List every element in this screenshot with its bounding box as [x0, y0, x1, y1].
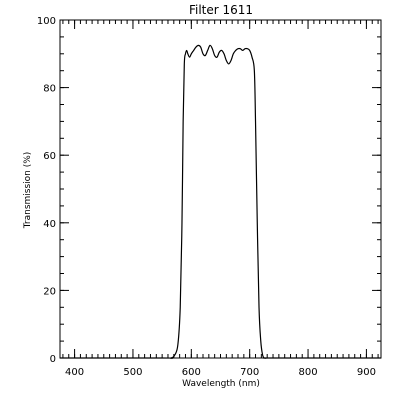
y-tick-label: 40 — [43, 219, 56, 230]
x-tick-label: 500 — [123, 367, 142, 378]
chart-title: Filter 1611 — [189, 3, 253, 17]
y-tick-label: 80 — [43, 84, 56, 95]
x-tick-label: 700 — [240, 367, 259, 378]
plot-frame — [59, 19, 382, 359]
y-tick-label: 0 — [50, 354, 56, 365]
x-tick-label: 900 — [357, 367, 376, 378]
y-tick-label: 60 — [43, 151, 56, 162]
x-axis-label: Wavelength (nm) — [182, 379, 260, 389]
y-tick-label: 100 — [37, 16, 56, 27]
y-axis-label: Transmission (%) — [23, 152, 33, 230]
x-tick-label: 400 — [65, 367, 84, 378]
axis-ticks — [60, 19, 381, 359]
y-tick-label: 20 — [43, 286, 56, 297]
transmission-curve — [60, 44, 381, 359]
x-tick-label: 800 — [298, 367, 317, 378]
x-tick-label: 600 — [182, 367, 201, 378]
x-tick-labels: 400 500 600 700 800 900 — [65, 367, 376, 378]
y-tick-labels: 0 20 40 60 80 100 — [37, 16, 56, 365]
